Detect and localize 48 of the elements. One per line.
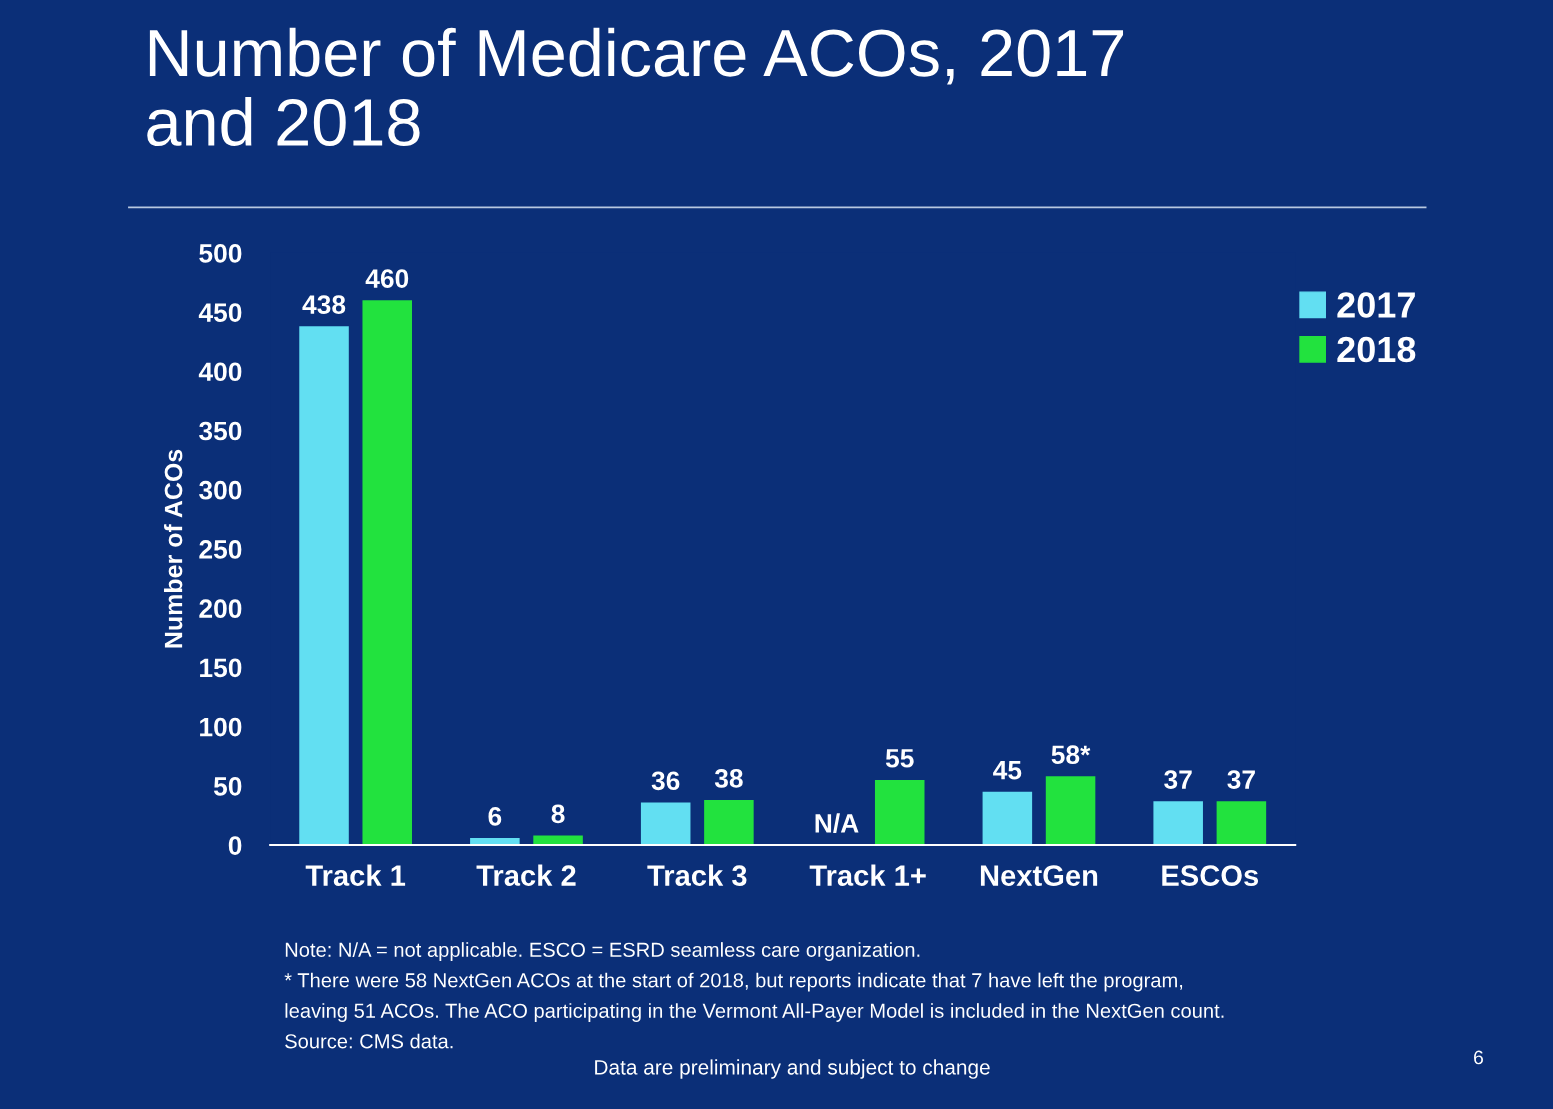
y-tick-label: 350: [199, 421, 242, 441]
text: 6: [1474, 1050, 1484, 1065]
legend-label: 2018: [1337, 336, 1416, 363]
y-tick-label: 300: [199, 480, 242, 500]
bar: [640, 802, 691, 846]
y-tick-label: 50: [213, 776, 242, 796]
bar: [1153, 801, 1203, 846]
bar: [1216, 801, 1267, 846]
y-tick-label: 500: [199, 243, 242, 263]
bar: [982, 791, 1033, 846]
data-label: 38: [714, 769, 743, 788]
x-tick-label: Track 3: [647, 864, 747, 886]
data-label: 55: [885, 749, 914, 768]
text: leaving 51 ACOs. The ACO participating in the Vermont All-Payer Model is included in the NextGen count.: [285, 1003, 1224, 1022]
y-axis-title: Number of ACOs: [164, 449, 183, 648]
data-label: 460: [365, 269, 409, 288]
x-tick-label: Track 1: [305, 864, 406, 886]
text: * There were 58 NextGen ACOs at the start of 2018, but reports indicate that 7 have left the program,: [284, 972, 1183, 992]
data-label: 37: [1227, 770, 1255, 789]
x-tick-label: NextGen: [980, 865, 1098, 886]
data-label: 37: [1164, 770, 1192, 789]
y-tick-label: 450: [198, 303, 242, 322]
bar: [299, 326, 349, 846]
data-label: 8: [551, 804, 565, 824]
data-label: 58*: [1051, 745, 1091, 765]
legend-label: 2017: [1337, 292, 1415, 318]
text: N/A: [815, 813, 859, 833]
data-label: 6: [488, 806, 502, 826]
data-label: 45: [993, 761, 1022, 780]
y-tick-label: 250: [199, 540, 242, 559]
text: Note: N/A = not applicable. ESCO = ESRD seamless care organization.: [285, 942, 920, 961]
y-tick-label: 0: [228, 836, 242, 855]
data-label: 438: [302, 295, 346, 314]
y-tick-label: 100: [200, 717, 242, 737]
chart-title: Number of Medicare ACOs, 2017 and 2018: [147, 27, 1124, 147]
y-tick-label: 400: [198, 362, 242, 382]
y-tick-label: 150: [200, 658, 242, 678]
y-tick-label: 200: [199, 599, 242, 618]
x-tick-label: Track 2: [476, 864, 576, 886]
bar: [874, 779, 925, 846]
text: Data are preliminary and subject to change: [595, 1059, 990, 1079]
bar: [362, 300, 413, 846]
x-tick-label: Track 1+: [809, 864, 926, 886]
x-tick-label: ESCOs: [1162, 865, 1259, 886]
source-note: Source: CMS data.: [285, 1033, 453, 1049]
data-label: 36: [651, 771, 680, 791]
bar: [1045, 776, 1096, 846]
bar: [704, 800, 754, 846]
